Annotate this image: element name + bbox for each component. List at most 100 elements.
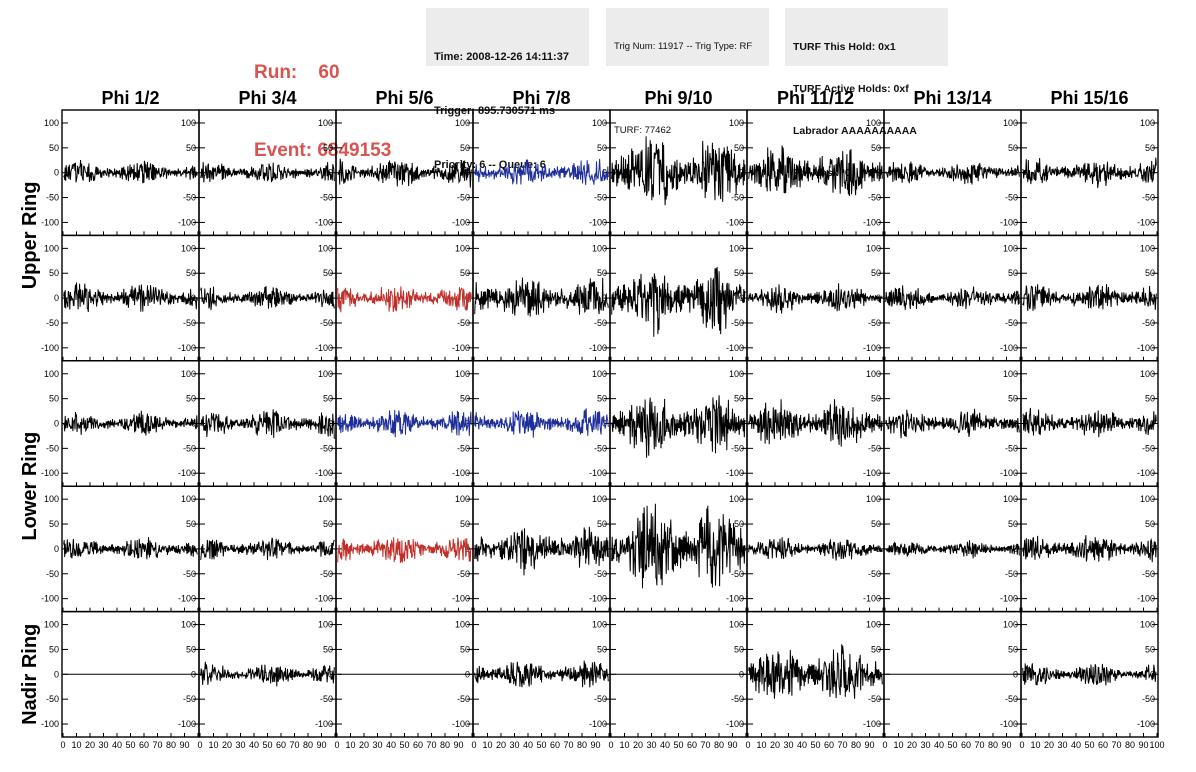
waveform-trace <box>885 408 1020 439</box>
y-tick-label: -100 <box>1137 468 1155 478</box>
y-tick-label: 100 <box>1003 494 1018 504</box>
x-tick-label: 10 <box>1030 740 1040 750</box>
turf-active-line: TURF Active Holds: 0xf <box>793 83 909 95</box>
x-tick-label: 30 <box>98 740 108 750</box>
y-tick-label: -50 <box>594 569 607 579</box>
waveform-trace <box>337 158 472 188</box>
y-tick-label: -50 <box>1142 318 1155 328</box>
y-tick-label: 50 <box>597 519 607 529</box>
x-tick-label: 70 <box>837 740 847 750</box>
waveform-trace <box>1022 284 1157 311</box>
waveform-trace <box>611 266 746 337</box>
y-tick-label: -50 <box>1005 443 1018 453</box>
y-tick-label: 50 <box>323 519 333 529</box>
y-tick-label: 50 <box>460 143 470 153</box>
y-tick-label: 50 <box>1145 143 1155 153</box>
y-tick-label: 100 <box>592 494 607 504</box>
waveform-trace <box>1022 157 1157 189</box>
y-tick-label: -50 <box>46 694 59 704</box>
waveform-trace <box>63 159 198 184</box>
x-tick-label: 80 <box>166 740 176 750</box>
y-tick-label: -100 <box>1137 343 1155 353</box>
y-tick-label: -50 <box>1142 694 1155 704</box>
y-tick-label: -50 <box>594 443 607 453</box>
y-tick-label: 100 <box>181 620 196 630</box>
y-tick-label: -100 <box>726 468 744 478</box>
y-tick-label: -100 <box>178 719 196 729</box>
row-title: Nadir Ring <box>19 624 41 725</box>
y-tick-label: -100 <box>726 343 744 353</box>
y-tick-label: -50 <box>457 694 470 704</box>
y-tick-label: -50 <box>46 443 59 453</box>
waveform-trace <box>1022 407 1157 438</box>
column-title: Phi 1/2 <box>101 88 159 108</box>
waveform-trace <box>885 285 1020 310</box>
y-tick-label: 50 <box>871 394 881 404</box>
x-tick-label: 40 <box>112 740 122 750</box>
y-tick-label: -100 <box>726 217 744 227</box>
y-tick-label: -100 <box>589 217 607 227</box>
y-tick-label: -50 <box>320 443 333 453</box>
y-tick-label: -100 <box>41 217 59 227</box>
y-tick-label: 0 <box>1150 168 1155 178</box>
y-tick-label: -100 <box>1000 468 1018 478</box>
x-tick-label: 30 <box>235 740 245 750</box>
y-tick-label: 100 <box>455 369 470 379</box>
y-tick-label: 50 <box>1008 143 1018 153</box>
y-tick-label: -100 <box>589 719 607 729</box>
y-tick-label: -50 <box>320 569 333 579</box>
y-tick-label: 100 <box>866 369 881 379</box>
y-tick-label: 50 <box>460 644 470 654</box>
y-tick-label: 100 <box>44 369 59 379</box>
waveform-trace <box>200 409 335 439</box>
y-tick-label: 50 <box>734 394 744 404</box>
x-tick-label: 0 <box>745 740 750 750</box>
y-tick-label: 0 <box>328 419 333 429</box>
y-tick-label: 50 <box>1008 394 1018 404</box>
x-tick-label: 70 <box>1111 740 1121 750</box>
column-title: Phi 13/14 <box>913 88 991 108</box>
y-tick-label: 100 <box>181 369 196 379</box>
y-tick-label: -50 <box>868 443 881 453</box>
y-tick-label: -50 <box>1005 318 1018 328</box>
y-tick-label: -100 <box>863 468 881 478</box>
x-tick-label: 50 <box>262 740 272 750</box>
x-tick-label: 10 <box>619 740 629 750</box>
waveform-trace <box>337 286 472 313</box>
turf-num-line: TURF: 77462 <box>614 125 672 136</box>
x-tick-label: 60 <box>961 740 971 750</box>
y-tick-label: 100 <box>1140 620 1155 630</box>
y-tick-label: 0 <box>54 544 59 554</box>
y-tick-label: -100 <box>726 719 744 729</box>
x-tick-label: 60 <box>276 740 286 750</box>
x-tick-label: 0 <box>882 740 887 750</box>
y-tick-label: 100 <box>592 118 607 128</box>
x-tick-label: 80 <box>988 740 998 750</box>
y-tick-label: -100 <box>178 594 196 604</box>
trigger-line: Trigger: 895.730571 ms <box>434 105 556 117</box>
x-tick-label: 50 <box>536 740 546 750</box>
y-tick-label: 100 <box>866 118 881 128</box>
x-tick-label: 100 <box>1149 740 1164 750</box>
y-tick-label: -50 <box>594 694 607 704</box>
y-tick-label: -50 <box>183 193 196 203</box>
waveform-trace <box>200 286 335 311</box>
y-tick-label: -50 <box>183 569 196 579</box>
y-tick-label: -50 <box>1005 694 1018 704</box>
y-tick-label: 100 <box>866 620 881 630</box>
x-tick-label: 20 <box>496 740 506 750</box>
y-tick-label: 50 <box>734 519 744 529</box>
x-tick-label: 30 <box>783 740 793 750</box>
x-tick-label: 10 <box>893 740 903 750</box>
x-tick-label: 40 <box>660 740 670 750</box>
y-tick-label: 50 <box>1145 519 1155 529</box>
y-tick-label: 0 <box>1013 293 1018 303</box>
y-tick-label: -50 <box>868 569 881 579</box>
x-tick-label: 50 <box>1084 740 1094 750</box>
y-tick-label: 50 <box>323 644 333 654</box>
x-tick-label: 10 <box>482 740 492 750</box>
y-tick-label: 50 <box>186 143 196 153</box>
y-tick-label: -100 <box>726 594 744 604</box>
y-tick-label: 100 <box>455 243 470 253</box>
